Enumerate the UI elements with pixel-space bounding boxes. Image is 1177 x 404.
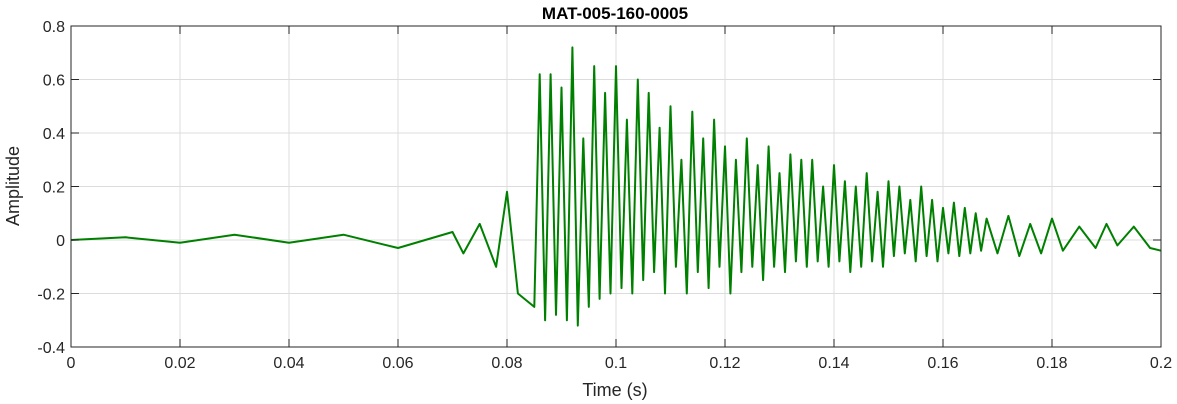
- x-axis-title: Time (s): [582, 380, 647, 400]
- x-tick-label: 0.14: [818, 355, 849, 372]
- x-tick-label: 0.12: [709, 355, 740, 372]
- y-tick-label: 0: [56, 233, 65, 250]
- x-tick-label: 0.2: [1150, 355, 1172, 372]
- y-tick-label: 0.6: [43, 73, 65, 90]
- x-tick-label: 0.02: [164, 355, 195, 372]
- y-tick-label: -0.4: [37, 340, 65, 357]
- y-tick-label: 0.2: [43, 180, 65, 197]
- x-tick-label: 0.18: [1036, 355, 1067, 372]
- y-tick-label: 0.4: [43, 126, 65, 143]
- x-tick-label: 0: [67, 355, 76, 372]
- x-tick-label: 0.16: [927, 355, 958, 372]
- ticks: 0 0.02 0.04 0.06 0.08 0.1 0.12 0.14 0.16 0.18 0.2 -…: [37, 19, 1172, 372]
- series-line: [70, 46, 1162, 327]
- chart-title: MAT-005-160-0005: [542, 4, 688, 23]
- y-tick-label: -0.2: [37, 287, 65, 304]
- y-axis-title: Amplitude: [3, 146, 23, 226]
- plot-area: [70, 46, 1162, 327]
- x-tick-label: 0.06: [382, 355, 413, 372]
- y-tick-label: 0.8: [43, 19, 65, 36]
- x-tick-label: 0.1: [605, 355, 627, 372]
- x-tick-label: 0.08: [491, 355, 522, 372]
- x-tick-label: 0.04: [273, 355, 304, 372]
